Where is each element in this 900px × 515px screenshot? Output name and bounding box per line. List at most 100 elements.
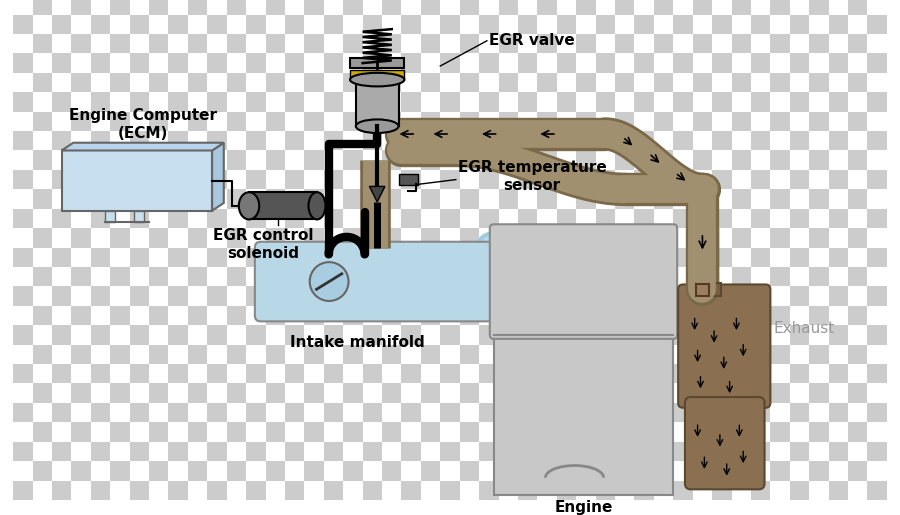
Bar xyxy=(829,112,848,131)
Bar xyxy=(654,480,673,500)
Bar xyxy=(32,480,52,500)
Bar xyxy=(537,92,557,112)
Bar xyxy=(654,92,673,112)
Bar xyxy=(343,112,363,131)
Bar xyxy=(654,73,673,92)
Bar xyxy=(285,54,304,73)
Bar xyxy=(790,306,809,325)
Bar xyxy=(557,267,576,286)
Bar xyxy=(91,384,110,403)
Bar xyxy=(751,286,770,306)
Bar xyxy=(285,267,304,286)
Bar xyxy=(207,248,227,267)
Bar xyxy=(207,345,227,364)
Bar xyxy=(343,92,363,112)
Bar xyxy=(460,209,479,228)
Bar xyxy=(343,345,363,364)
Bar xyxy=(91,267,110,286)
Bar xyxy=(499,228,518,248)
Bar xyxy=(615,422,634,442)
Bar xyxy=(246,442,266,461)
Bar xyxy=(460,461,479,480)
Bar xyxy=(693,190,712,209)
Bar xyxy=(440,228,460,248)
Bar xyxy=(732,54,751,73)
Bar xyxy=(790,0,809,14)
Bar xyxy=(576,480,596,500)
Bar xyxy=(634,364,654,384)
Bar xyxy=(848,248,868,267)
Bar xyxy=(363,325,382,345)
Bar xyxy=(52,228,71,248)
Bar xyxy=(363,34,382,54)
Bar xyxy=(71,422,91,442)
Bar xyxy=(246,325,266,345)
Bar xyxy=(149,480,168,500)
Bar xyxy=(732,14,751,34)
FancyBboxPatch shape xyxy=(62,150,212,211)
Bar xyxy=(32,131,52,150)
Bar xyxy=(479,112,499,131)
Bar xyxy=(91,112,110,131)
Bar xyxy=(829,442,848,461)
Bar xyxy=(634,461,654,480)
Bar xyxy=(91,325,110,345)
Bar xyxy=(188,170,207,190)
Bar xyxy=(110,364,130,384)
Bar xyxy=(105,211,115,222)
Bar xyxy=(712,112,732,131)
Bar xyxy=(693,54,712,73)
Bar xyxy=(751,54,770,73)
Bar xyxy=(14,112,32,131)
Bar xyxy=(227,131,246,150)
Bar xyxy=(557,403,576,422)
Bar xyxy=(770,364,790,384)
Bar xyxy=(421,92,440,112)
Bar xyxy=(168,286,188,306)
Bar xyxy=(460,325,479,345)
Bar xyxy=(130,92,149,112)
Bar xyxy=(848,403,868,422)
Bar xyxy=(32,14,52,34)
Bar xyxy=(537,384,557,403)
Bar xyxy=(207,170,227,190)
Bar xyxy=(440,384,460,403)
Bar xyxy=(479,34,499,54)
Bar xyxy=(868,442,886,461)
Bar xyxy=(52,170,71,190)
Bar xyxy=(363,170,382,190)
Bar xyxy=(537,480,557,500)
Bar xyxy=(751,228,770,248)
Bar xyxy=(14,345,32,364)
Bar xyxy=(32,92,52,112)
Bar xyxy=(693,112,712,131)
Bar xyxy=(700,228,718,289)
Bar xyxy=(188,0,207,14)
Bar xyxy=(246,112,266,131)
Bar xyxy=(207,92,227,112)
Bar xyxy=(382,112,401,131)
Bar xyxy=(14,190,32,209)
Bar xyxy=(654,209,673,228)
Bar xyxy=(499,325,518,345)
Bar xyxy=(91,461,110,480)
Bar xyxy=(52,14,71,34)
Bar xyxy=(479,325,499,345)
Bar xyxy=(790,422,809,442)
Bar xyxy=(790,286,809,306)
Bar xyxy=(790,34,809,54)
Bar xyxy=(91,209,110,228)
Bar xyxy=(479,190,499,209)
Bar xyxy=(149,54,168,73)
Bar xyxy=(537,286,557,306)
Bar xyxy=(499,422,518,442)
Bar xyxy=(673,170,693,190)
Bar xyxy=(460,34,479,54)
Bar xyxy=(829,345,848,364)
Bar xyxy=(751,0,770,14)
Bar xyxy=(732,345,751,364)
Bar xyxy=(149,325,168,345)
Bar xyxy=(246,422,266,442)
Bar xyxy=(304,150,324,170)
Bar xyxy=(848,306,868,325)
